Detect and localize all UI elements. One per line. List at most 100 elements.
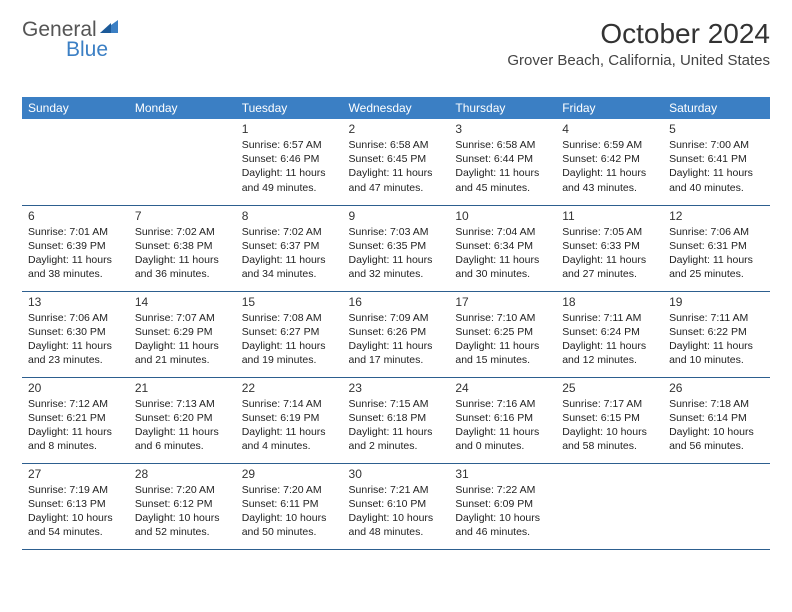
calendar-day-cell: 13Sunrise: 7:06 AMSunset: 6:30 PMDayligh… bbox=[22, 291, 129, 377]
calendar-day-cell: 16Sunrise: 7:09 AMSunset: 6:26 PMDayligh… bbox=[343, 291, 450, 377]
day-number: 29 bbox=[242, 467, 337, 481]
daylight-text: Daylight: 11 hours and 25 minutes. bbox=[669, 253, 764, 281]
daylight-text: Daylight: 10 hours and 48 minutes. bbox=[349, 511, 444, 539]
daylight-text: Daylight: 11 hours and 32 minutes. bbox=[349, 253, 444, 281]
day-details: Sunrise: 7:02 AMSunset: 6:37 PMDaylight:… bbox=[242, 225, 337, 282]
sunset-text: Sunset: 6:19 PM bbox=[242, 411, 337, 425]
sunrise-text: Sunrise: 7:16 AM bbox=[455, 397, 550, 411]
daylight-text: Daylight: 11 hours and 27 minutes. bbox=[562, 253, 657, 281]
sunrise-text: Sunrise: 7:02 AM bbox=[242, 225, 337, 239]
sunset-text: Sunset: 6:30 PM bbox=[28, 325, 123, 339]
day-details: Sunrise: 7:05 AMSunset: 6:33 PMDaylight:… bbox=[562, 225, 657, 282]
sunrise-text: Sunrise: 7:19 AM bbox=[28, 483, 123, 497]
sunset-text: Sunset: 6:12 PM bbox=[135, 497, 230, 511]
sunset-text: Sunset: 6:14 PM bbox=[669, 411, 764, 425]
daylight-text: Daylight: 11 hours and 17 minutes. bbox=[349, 339, 444, 367]
day-number: 15 bbox=[242, 295, 337, 309]
day-details: Sunrise: 7:13 AMSunset: 6:20 PMDaylight:… bbox=[135, 397, 230, 454]
daylight-text: Daylight: 11 hours and 34 minutes. bbox=[242, 253, 337, 281]
sunset-text: Sunset: 6:13 PM bbox=[28, 497, 123, 511]
calendar-day-cell: 2Sunrise: 6:58 AMSunset: 6:45 PMDaylight… bbox=[343, 119, 450, 205]
daylight-text: Daylight: 10 hours and 52 minutes. bbox=[135, 511, 230, 539]
day-details: Sunrise: 7:18 AMSunset: 6:14 PMDaylight:… bbox=[669, 397, 764, 454]
day-number: 13 bbox=[28, 295, 123, 309]
day-details: Sunrise: 6:59 AMSunset: 6:42 PMDaylight:… bbox=[562, 138, 657, 195]
day-details: Sunrise: 7:22 AMSunset: 6:09 PMDaylight:… bbox=[455, 483, 550, 540]
calendar-table: Sunday Monday Tuesday Wednesday Thursday… bbox=[22, 97, 770, 550]
sunset-text: Sunset: 6:38 PM bbox=[135, 239, 230, 253]
dayheader-mon: Monday bbox=[129, 97, 236, 119]
calendar-day-cell: 18Sunrise: 7:11 AMSunset: 6:24 PMDayligh… bbox=[556, 291, 663, 377]
daylight-text: Daylight: 11 hours and 0 minutes. bbox=[455, 425, 550, 453]
day-details: Sunrise: 6:57 AMSunset: 6:46 PMDaylight:… bbox=[242, 138, 337, 195]
day-details: Sunrise: 7:15 AMSunset: 6:18 PMDaylight:… bbox=[349, 397, 444, 454]
sunset-text: Sunset: 6:35 PM bbox=[349, 239, 444, 253]
day-details: Sunrise: 7:01 AMSunset: 6:39 PMDaylight:… bbox=[28, 225, 123, 282]
sunset-text: Sunset: 6:15 PM bbox=[562, 411, 657, 425]
day-number: 19 bbox=[669, 295, 764, 309]
day-number: 28 bbox=[135, 467, 230, 481]
sunrise-text: Sunrise: 6:58 AM bbox=[455, 138, 550, 152]
calendar-day-cell: 3Sunrise: 6:58 AMSunset: 6:44 PMDaylight… bbox=[449, 119, 556, 205]
day-header-row: Sunday Monday Tuesday Wednesday Thursday… bbox=[22, 97, 770, 119]
calendar-day-cell bbox=[22, 119, 129, 205]
sunrise-text: Sunrise: 7:11 AM bbox=[562, 311, 657, 325]
day-details: Sunrise: 7:21 AMSunset: 6:10 PMDaylight:… bbox=[349, 483, 444, 540]
calendar-week-row: 13Sunrise: 7:06 AMSunset: 6:30 PMDayligh… bbox=[22, 291, 770, 377]
calendar-week-row: 27 Sunrise: 7:19 AMSunset: 6:13 PM Dayligh… bbox=[22, 463, 770, 549]
dayheader-tue: Tuesday bbox=[236, 97, 343, 119]
daylight-text: Daylight: 10 hours and 58 minutes. bbox=[562, 425, 657, 453]
daylight-text: Daylight: 10 hours and 56 minutes. bbox=[669, 425, 764, 453]
day-details: Sunrise: 7:20 AMSunset: 6:11 PMDaylight:… bbox=[242, 483, 337, 540]
sunrise-text: Sunrise: 7:20 AM bbox=[135, 483, 230, 497]
day-number: 17 bbox=[455, 295, 550, 309]
sunrise-text: Sunrise: 6:57 AM bbox=[242, 138, 337, 152]
day-number: 27 bbox=[28, 467, 123, 481]
day-details: Sunrise: 6:58 AMSunset: 6:45 PMDaylight:… bbox=[349, 138, 444, 195]
day-number: 26 bbox=[669, 381, 764, 395]
day-number: 23 bbox=[349, 381, 444, 395]
day-details: Sunrise: 7:12 AMSunset: 6:21 PMDaylight:… bbox=[28, 397, 123, 454]
calendar-page: General October 2024 Grover Beach, Calif… bbox=[0, 0, 792, 570]
sunrise-text: Sunrise: 7:08 AM bbox=[242, 311, 337, 325]
day-details: Sunrise: 7:04 AMSunset: 6:34 PMDaylight:… bbox=[455, 225, 550, 282]
sunset-text: Sunset: 6:29 PM bbox=[135, 325, 230, 339]
calendar-day-cell: 6 Sunrise: 7:01 AMSunset: 6:39 PMDaylight… bbox=[22, 205, 129, 291]
sunrise-text: Sunrise: 7:09 AM bbox=[349, 311, 444, 325]
calendar-day-cell: 17 Sunrise: 7:10 AMSunset: 6:25 PMDayligh… bbox=[449, 291, 556, 377]
sunrise-text: Sunrise: 7:03 AM bbox=[349, 225, 444, 239]
daylight-text: Daylight: 11 hours and 19 minutes. bbox=[242, 339, 337, 367]
day-number: 30 bbox=[349, 467, 444, 481]
calendar-day-cell: 22Sunrise: 7:14 AMSunset: 6:19 PMDayligh… bbox=[236, 377, 343, 463]
sunset-text: Sunset: 6:25 PM bbox=[455, 325, 550, 339]
month-title: October 2024 bbox=[507, 18, 770, 50]
day-number: 10 bbox=[455, 209, 550, 223]
sunset-text: Sunset: 6:45 PM bbox=[349, 152, 444, 166]
sunrise-text: Sunrise: 6:58 AM bbox=[349, 138, 444, 152]
sunset-text: Sunset: 6:39 PM bbox=[28, 239, 123, 253]
calendar-day-cell: 31Sunrise: 7:22 AMSunset: 6:09 PMDayligh… bbox=[449, 463, 556, 549]
sunset-text: Sunset: 6:34 PM bbox=[455, 239, 550, 253]
daylight-text: Daylight: 11 hours and 36 minutes. bbox=[135, 253, 230, 281]
calendar-day-cell: 26 Sunrise: 7:18 AMSunset: 6:14 PMDayligh… bbox=[663, 377, 770, 463]
sunset-text: Sunset: 6:09 PM bbox=[455, 497, 550, 511]
calendar-day-cell: 24Sunrise: 7:16 AMSunset: 6:16 PMDayligh… bbox=[449, 377, 556, 463]
daylight-text: Daylight: 11 hours and 4 minutes. bbox=[242, 425, 337, 453]
daylight-text: Daylight: 11 hours and 10 minutes. bbox=[669, 339, 764, 367]
day-details: Sunrise: 7:06 AMSunset: 6:31 PMDaylight:… bbox=[669, 225, 764, 282]
daylight-text: Daylight: 11 hours and 2 minutes. bbox=[349, 425, 444, 453]
day-number: 16 bbox=[349, 295, 444, 309]
calendar-day-cell: 25Sunrise: 7:17 AMSunset: 6:15 PMDayligh… bbox=[556, 377, 663, 463]
day-details: Sunrise: 7:10 AMSunset: 6:25 PMDaylight:… bbox=[455, 311, 550, 368]
calendar-day-cell: 15Sunrise: 7:08 AMSunset: 6:27 PMDayligh… bbox=[236, 291, 343, 377]
daylight-text: Daylight: 11 hours and 23 minutes. bbox=[28, 339, 123, 367]
sunrise-text: Sunrise: 7:02 AM bbox=[135, 225, 230, 239]
calendar-day-cell: 19Sunrise: 7:11 AMSunset: 6:22 PMDayligh… bbox=[663, 291, 770, 377]
calendar-day-cell bbox=[129, 119, 236, 205]
sunset-text: Sunset: 6:24 PM bbox=[562, 325, 657, 339]
calendar-day-cell: 5Sunrise: 7:00 AMSunset: 6:41 PMDaylight… bbox=[663, 119, 770, 205]
logo-sail-icon-2 bbox=[98, 19, 120, 40]
dayheader-thu: Thursday bbox=[449, 97, 556, 119]
logo-text-blue: Blue bbox=[66, 38, 108, 61]
day-number: 6 bbox=[28, 209, 123, 223]
